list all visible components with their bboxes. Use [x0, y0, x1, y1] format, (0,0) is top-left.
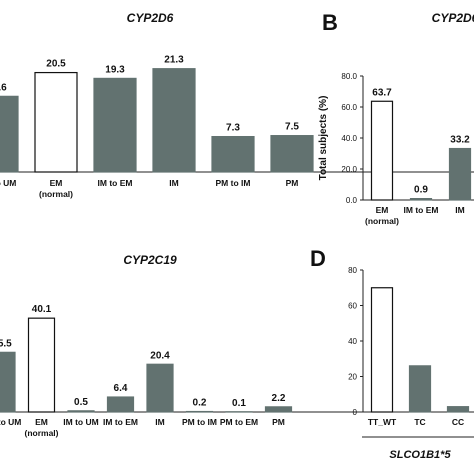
bar	[27, 317, 56, 413]
value-label: 20.5	[46, 59, 66, 70]
x-tick-label: IM	[455, 205, 464, 215]
value-label: 0.9	[414, 185, 428, 196]
chart-title: CYP2C19	[123, 253, 177, 267]
value-label: 7.3	[226, 123, 240, 134]
bar	[146, 363, 174, 413]
x-tick-label: EM (normal)	[25, 417, 59, 438]
y-tick-label: 40	[348, 337, 357, 346]
bar	[0, 351, 16, 413]
bar	[448, 147, 472, 201]
y-tick-label: 40.0	[341, 134, 357, 143]
bar	[370, 100, 394, 201]
value-label: 25.5	[0, 338, 12, 349]
bar	[408, 365, 432, 413]
value-label: 40.1	[32, 304, 52, 315]
value-label: 6.4	[114, 383, 128, 394]
value-label: 15.6	[0, 82, 7, 93]
y-tick-label: 60.0	[341, 103, 357, 112]
x-tick-label: PM	[286, 178, 299, 188]
x-tick-label: TT_WT	[368, 417, 397, 427]
value-label: 2.2	[272, 393, 286, 404]
x-tick-label: IM to EM	[404, 205, 439, 215]
x-tick-label: PM to EM	[220, 417, 258, 427]
y-tick-label: 80.0	[341, 72, 357, 81]
x-axis-label: SLCO1B1*5	[389, 449, 451, 461]
bar	[264, 406, 293, 413]
x-tick-label: EM to UM	[0, 417, 21, 427]
x-tick-label: IM to EM	[98, 178, 133, 188]
bar	[152, 68, 196, 173]
x-tick-label: TC	[414, 417, 425, 427]
bar	[270, 135, 314, 173]
y-tick-label: 80	[348, 266, 357, 275]
bar	[409, 198, 433, 201]
chart-title: CYP2D6	[432, 11, 474, 25]
x-tick-label: IM to EM	[103, 417, 138, 427]
panel-label: D	[310, 246, 326, 271]
value-label: 0.5	[74, 397, 88, 408]
x-tick-label: PM	[272, 417, 285, 427]
bar	[106, 396, 135, 413]
x-tick-label: EM (normal)	[39, 178, 73, 199]
panel-label: B	[322, 10, 338, 35]
chart-title: CYP2D6	[127, 11, 174, 25]
x-tick-label: PM to IM	[216, 178, 251, 188]
bar	[446, 406, 470, 413]
y-tick-label: 0.0	[346, 196, 358, 205]
value-label: 20.4	[150, 350, 170, 361]
x-tick-label: IM	[169, 178, 178, 188]
x-tick-label: IM to UM	[63, 417, 98, 427]
y-tick-label: 0	[353, 408, 358, 417]
bar	[0, 95, 19, 173]
x-tick-label: EM to UM	[0, 178, 16, 188]
y-tick-label: 20	[348, 373, 357, 382]
bar	[211, 135, 255, 173]
y-tick-label: 60	[348, 302, 357, 311]
x-tick-label: EM (normal)	[365, 205, 399, 226]
x-tick-label: PM to IM	[182, 417, 217, 427]
y-tick-label: 20.0	[341, 165, 357, 174]
bar	[370, 287, 394, 413]
value-label: 7.5	[285, 122, 299, 133]
x-tick-label: CC	[452, 417, 464, 427]
bar	[93, 77, 137, 173]
value-label: 21.3	[164, 55, 184, 66]
value-label: 19.3	[105, 64, 125, 75]
x-tick-label: IM	[155, 417, 164, 427]
value-label: 63.7	[372, 87, 392, 98]
value-label: 0.1	[232, 398, 246, 409]
y-axis-label: Total subjects (%)	[318, 96, 329, 181]
bar	[34, 71, 78, 173]
value-label: 33.2	[450, 135, 470, 146]
bar	[67, 410, 95, 413]
value-label: 0.2	[193, 398, 207, 409]
